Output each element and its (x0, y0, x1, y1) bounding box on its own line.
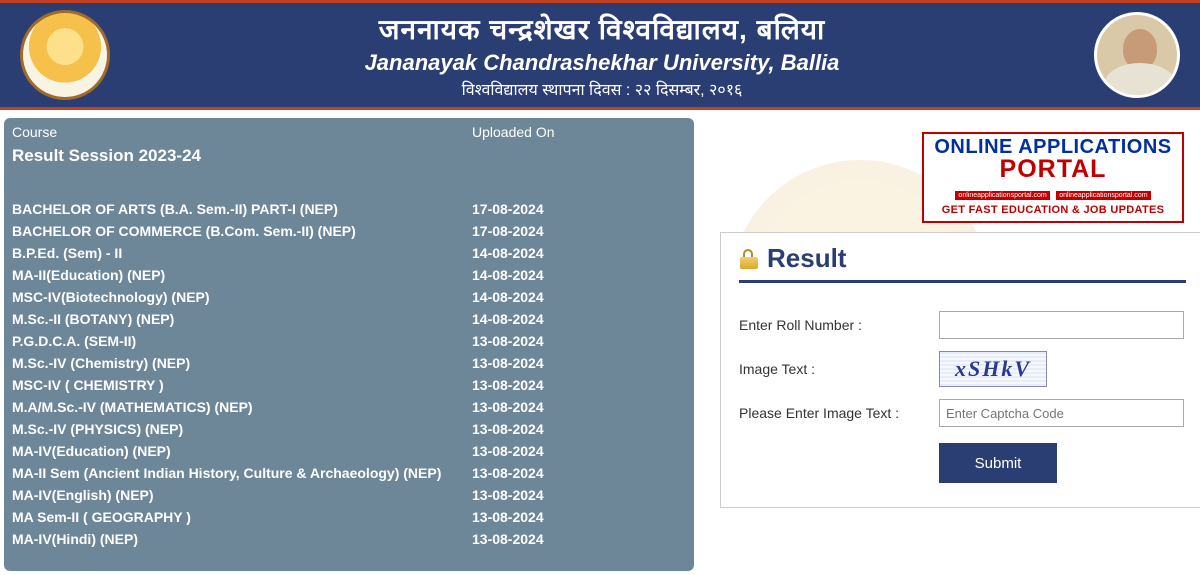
result-row[interactable]: MSC-IV(Biotechnology) (NEP)14-08-2024 (12, 286, 688, 308)
result-course: MA-IV(Hindi) (NEP) (12, 531, 472, 547)
result-date: 13-08-2024 (472, 487, 632, 503)
result-course: M.Sc.-II (BOTANY) (NEP) (12, 311, 472, 327)
col-course: Course (12, 124, 472, 140)
session-title: Result Session 2023-24 (12, 142, 688, 198)
portal-badge: ONLINE APPLICATIONS PORTAL onlineapplica… (922, 132, 1184, 223)
result-date: 13-08-2024 (472, 421, 632, 437)
lock-icon (739, 249, 759, 269)
result-row[interactable]: P.G.D.C.A. (SEM-II)13-08-2024 (12, 330, 688, 352)
captcha-label: Please Enter Image Text : (739, 405, 939, 421)
result-date: 13-08-2024 (472, 443, 632, 459)
result-row[interactable]: MA-IV(English) (NEP)13-08-2024 (12, 484, 688, 506)
result-date: 14-08-2024 (472, 289, 632, 305)
result-date: 13-08-2024 (472, 377, 632, 393)
result-row[interactable]: B.P.Ed. (Sem) - II14-08-2024 (12, 242, 688, 264)
col-uploaded: Uploaded On (472, 124, 555, 140)
result-date: 14-08-2024 (472, 245, 632, 261)
result-course: MA-IV(English) (NEP) (12, 487, 472, 503)
result-course: M.Sc.-IV (PHYSICS) (NEP) (12, 421, 472, 437)
result-date: 13-08-2024 (472, 509, 632, 525)
result-course: BACHELOR OF COMMERCE (B.Com. Sem.-II) (N… (12, 223, 472, 239)
result-course: MSC-IV ( CHEMISTRY ) (12, 377, 472, 393)
result-course: P.G.D.C.A. (SEM-II) (12, 333, 472, 349)
result-row[interactable]: MA-IV(Education) (NEP)13-08-2024 (12, 440, 688, 462)
result-date: 14-08-2024 (472, 311, 632, 327)
result-row[interactable]: M.Sc.-IV (Chemistry) (NEP)13-08-2024 (12, 352, 688, 374)
result-date: 17-08-2024 (472, 201, 632, 217)
university-header: जननायक चन्द्रशेखर विश्वविद्यालय, बलिया J… (0, 0, 1200, 110)
badge-line4: GET FAST EDUCATION & JOB UPDATES (930, 204, 1176, 216)
result-date: 13-08-2024 (472, 355, 632, 371)
captcha-input[interactable] (939, 399, 1184, 427)
imgtext-label: Image Text : (739, 361, 939, 377)
result-row[interactable]: M.A/M.Sc.-IV (MATHEMATICS) (NEP)13-08-20… (12, 396, 688, 418)
result-course: MA-IV(Education) (NEP) (12, 443, 472, 459)
result-row[interactable]: MA-II(Education) (NEP)14-08-2024 (12, 264, 688, 286)
results-header-row: Course Uploaded On (12, 122, 688, 142)
submit-button[interactable]: Submit (939, 443, 1057, 483)
title-hindi: जननायक चन्द्रशेखर विश्वविद्यालय, बलिया (110, 10, 1094, 48)
result-course: MA Sem-II ( GEOGRAPHY ) (12, 509, 472, 525)
roll-number-input[interactable] (939, 311, 1184, 339)
result-course: M.Sc.-IV (Chemistry) (NEP) (12, 355, 472, 371)
result-course: MA-II Sem (Ancient Indian History, Cultu… (12, 465, 472, 481)
result-row[interactable]: MA-IV(Hindi) (NEP)13-08-2024 (12, 528, 688, 550)
badge-line2: PORTAL (930, 157, 1176, 182)
title-subtitle: विश्वविद्यालय स्थापना दिवस : २२ दिसम्बर,… (110, 78, 1094, 100)
results-scroll[interactable]: Course Uploaded On Result Session 2023-2… (12, 122, 694, 571)
result-row[interactable]: MSC-IV ( CHEMISTRY )13-08-2024 (12, 374, 688, 396)
badge-tag: onlineapplicationsportal.com (1056, 191, 1150, 200)
result-course: B.P.Ed. (Sem) - II (12, 245, 472, 261)
result-course: BACHELOR OF ARTS (B.A. Sem.-II) PART-I (… (12, 201, 472, 217)
result-course: MSC-IV(Biotechnology) (NEP) (12, 289, 472, 305)
result-date: 14-08-2024 (472, 267, 632, 283)
badge-tag: onlineapplicationsportal.com (955, 191, 1049, 200)
result-date: 13-08-2024 (472, 399, 632, 415)
result-row[interactable]: BACHELOR OF COMMERCE (B.Com. Sem.-II) (N… (12, 220, 688, 242)
badge-line1: ONLINE APPLICATIONS (930, 137, 1176, 157)
badge-tags: onlineapplicationsportal.com onlineappli… (930, 184, 1176, 202)
result-date: 17-08-2024 (472, 223, 632, 239)
results-panel: Course Uploaded On Result Session 2023-2… (4, 118, 694, 571)
result-row[interactable]: M.Sc.-II (BOTANY) (NEP)14-08-2024 (12, 308, 688, 330)
result-form-panel: Result Enter Roll Number : Image Text : … (720, 232, 1200, 508)
result-row[interactable]: M.Sc.-IV (PHYSICS) (NEP)13-08-2024 (12, 418, 688, 440)
result-course: M.A/M.Sc.-IV (MATHEMATICS) (NEP) (12, 399, 472, 415)
result-row[interactable]: MA Sem-II ( GEOGRAPHY )13-08-2024 (12, 506, 688, 528)
result-row[interactable]: MA-II Sem (Ancient Indian History, Cultu… (12, 462, 688, 484)
result-date: 13-08-2024 (472, 465, 632, 481)
header-titles: जननायक चन्द्रशेखर विश्वविद्यालय, बलिया J… (110, 10, 1094, 100)
result-date: 13-08-2024 (472, 531, 632, 547)
university-logo (20, 10, 110, 100)
chancellor-photo (1094, 12, 1180, 98)
result-date: 13-08-2024 (472, 333, 632, 349)
result-course: MA-II(Education) (NEP) (12, 267, 472, 283)
result-row[interactable]: BACHELOR OF ARTS (B.A. Sem.-II) PART-I (… (12, 198, 688, 220)
title-english: Jananayak Chandrashekhar University, Bal… (110, 50, 1094, 76)
captcha-image: xSHkV (939, 351, 1047, 387)
form-title: Result (767, 243, 846, 274)
roll-label: Enter Roll Number : (739, 317, 939, 333)
